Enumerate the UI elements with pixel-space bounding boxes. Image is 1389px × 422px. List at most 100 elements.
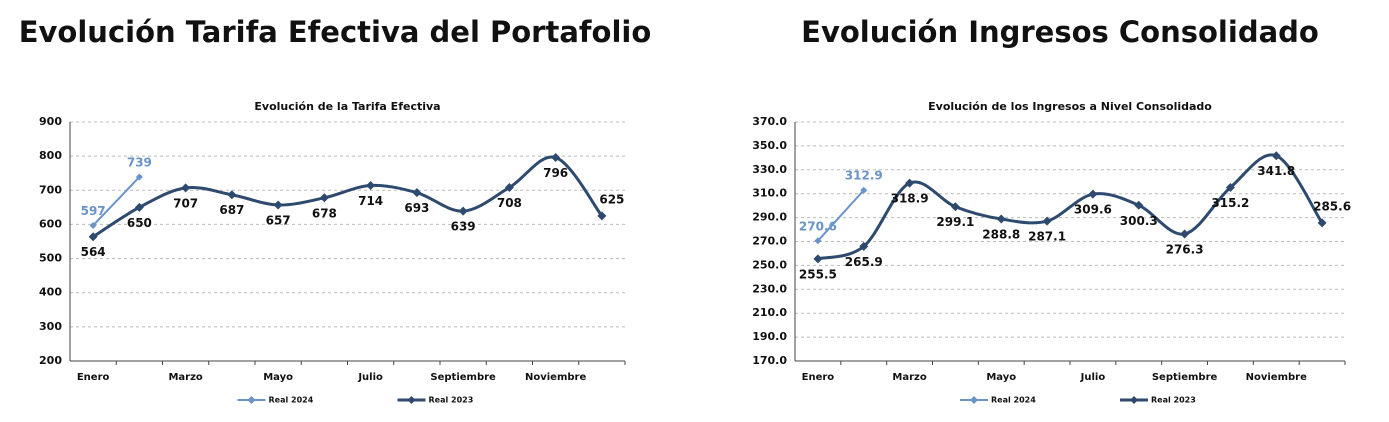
data-point [1225, 182, 1235, 192]
legend-label: Real 2023 [429, 396, 474, 405]
data-point [135, 173, 143, 181]
data-point [227, 190, 237, 200]
series-line [817, 189, 865, 242]
data-point [813, 254, 823, 264]
data-point [860, 186, 868, 194]
y-tick-label: 800 [39, 149, 62, 162]
heading: Evolución Tarifa Efectiva del Portafolio [19, 15, 652, 49]
data-label: 309.6 [1074, 203, 1112, 217]
data-point [134, 202, 144, 212]
data-point [1042, 216, 1052, 226]
heading: Evolución Ingresos Consolidado [801, 15, 1319, 49]
y-tick-label: 350.0 [752, 139, 787, 152]
data-label: 625 [599, 192, 624, 206]
y-tick-label: 400 [39, 286, 62, 299]
data-label: 707 [173, 196, 198, 210]
y-tick-label: 310.0 [752, 187, 787, 200]
data-point [88, 232, 98, 242]
legend-marker [247, 396, 256, 404]
chart-title: Evolución de los Ingresos a Nivel Consol… [928, 100, 1212, 113]
data-point [458, 206, 468, 216]
y-tick-label: 330.0 [752, 163, 787, 176]
y-tick-label: 250.0 [752, 258, 787, 271]
data-point [412, 188, 422, 198]
data-point [319, 193, 329, 203]
data-label: 299.1 [936, 215, 974, 229]
legend-label: Real 2024 [269, 396, 314, 405]
data-point [859, 241, 869, 251]
x-tick-label: Septiembre [1152, 372, 1218, 383]
legend-label: Real 2023 [1151, 396, 1196, 405]
data-label: 276.3 [1166, 242, 1204, 256]
legend-marker [970, 396, 978, 404]
data-label: 639 [451, 220, 476, 234]
x-tick-label: Mayo [263, 372, 293, 383]
y-tick-label: 370.0 [752, 115, 787, 128]
data-label: 287.1 [1028, 230, 1066, 244]
y-tick-label: 170.0 [752, 354, 787, 367]
data-point [181, 183, 191, 193]
y-tick-label: 200 [39, 354, 62, 367]
x-tick-label: Septiembre [430, 372, 496, 383]
data-label: 288.8 [982, 228, 1020, 242]
data-point [1088, 189, 1098, 199]
data-label: 285.6 [1313, 199, 1351, 213]
x-tick-label: Enero [802, 372, 835, 383]
data-label: 657 [266, 213, 291, 227]
data-point [1134, 200, 1144, 210]
data-point [1180, 229, 1190, 239]
data-label: 693 [404, 201, 429, 215]
data-label: 255.5 [799, 267, 837, 281]
data-point [1317, 218, 1327, 228]
data-point [1271, 151, 1281, 161]
data-label: 318.9 [891, 192, 929, 206]
y-tick-label: 900 [39, 115, 62, 128]
data-point [89, 221, 97, 229]
x-tick-label: Mayo [986, 372, 1016, 383]
legend-label: Real 2024 [991, 396, 1036, 405]
legend-marker [407, 396, 416, 404]
data-point [996, 214, 1006, 224]
data-label: 270.6 [799, 219, 837, 233]
data-label: 312.9 [845, 169, 883, 183]
y-tick-label: 300 [39, 320, 62, 333]
data-point [551, 153, 561, 163]
y-tick-label: 700 [39, 183, 62, 196]
chart-title: Evolución de la Tarifa Efectiva [254, 100, 440, 113]
y-tick-label: 270.0 [752, 235, 787, 248]
x-tick-label: Marzo [168, 372, 202, 383]
y-tick-label: 210.0 [752, 306, 787, 319]
data-label: 265.9 [845, 255, 883, 269]
x-tick-label: Enero [77, 372, 110, 383]
y-tick-label: 600 [39, 217, 62, 230]
y-tick-label: 230.0 [752, 282, 787, 295]
data-point [814, 237, 822, 245]
data-label: 300.3 [1120, 214, 1158, 228]
series-line [817, 153, 1324, 261]
data-label: 796 [543, 166, 568, 180]
data-label: 678 [312, 206, 337, 220]
data-label: 708 [497, 196, 522, 210]
data-label: 341.8 [1257, 164, 1295, 178]
data-point [950, 202, 960, 212]
data-point [905, 178, 915, 188]
data-point [597, 211, 607, 221]
data-point [366, 181, 376, 191]
data-label: 564 [81, 245, 106, 259]
y-tick-label: 190.0 [752, 330, 787, 343]
data-label: 597 [81, 204, 106, 218]
x-tick-label: Julio [357, 372, 383, 383]
y-tick-label: 500 [39, 252, 62, 265]
x-tick-label: Julio [1080, 372, 1106, 383]
legend-marker [1130, 396, 1138, 404]
data-label: 315.2 [1211, 196, 1249, 210]
x-tick-label: Noviembre [525, 372, 586, 383]
x-tick-label: Noviembre [1246, 372, 1307, 383]
x-tick-label: Marzo [892, 372, 926, 383]
data-point [273, 200, 283, 210]
data-label: 650 [127, 216, 152, 230]
series-line [92, 176, 141, 227]
data-point [504, 183, 514, 193]
data-label: 714 [358, 194, 383, 208]
